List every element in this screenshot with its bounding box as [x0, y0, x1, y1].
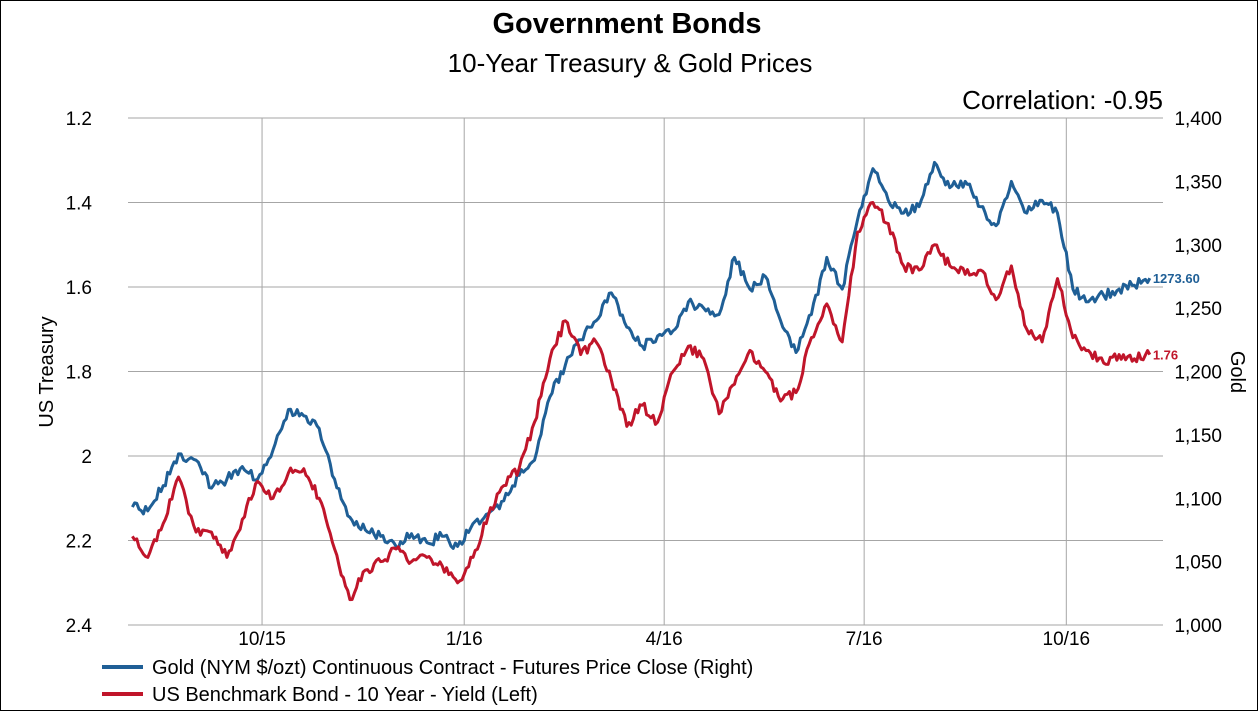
left-tick-label: 2.2 — [66, 532, 92, 553]
x-tick-label: 4/16 — [646, 629, 683, 650]
right-tick-label: 1,000 — [1174, 616, 1222, 637]
series-layer: 1273.60 1.76 — [131, 160, 1200, 602]
right-tick-label: 1,150 — [1174, 426, 1222, 447]
left-tick-label: 1.2 — [66, 109, 92, 130]
right-tick-label: 1,100 — [1174, 489, 1222, 510]
right-tick-label: 1,400 — [1174, 109, 1222, 130]
right-axis-ticks: 1,000 1,050 1,100 1,150 1,200 1,250 1,300 1,350… — [1174, 109, 1222, 637]
treasury-yield-line — [131, 201, 1152, 602]
left-tick-label: 1.6 — [66, 278, 92, 299]
gold-end-label: 1273.60 — [1153, 271, 1200, 286]
x-tick-label: 10/15 — [238, 629, 286, 650]
left-tick-label: 1.8 — [66, 363, 92, 384]
right-tick-label: 1,200 — [1174, 363, 1222, 384]
left-tick-label: 2 — [81, 447, 92, 468]
correlation-annotation: Correlation: -0.95 — [962, 85, 1163, 115]
right-axis-title: Gold — [1226, 351, 1248, 393]
x-tick-label: 1/16 — [446, 629, 483, 650]
legend: Gold (NYM $/ozt) Continuous Contract - F… — [102, 657, 753, 706]
right-tick-label: 1,300 — [1174, 236, 1222, 257]
legend-entry: US Benchmark Bond - 10 Year - Yield (Lef… — [152, 684, 538, 706]
right-tick-label: 1,050 — [1174, 553, 1222, 574]
left-axis-title: US Treasury — [36, 316, 58, 427]
gold-price-line — [131, 160, 1152, 550]
left-tick-label: 1.4 — [66, 194, 93, 215]
chart-subtitle: 10-Year Treasury & Gold Prices — [448, 48, 813, 78]
left-axis-ticks: 1.2 1.4 1.6 1.8 2 2.2 2.4 — [66, 109, 93, 637]
right-tick-label: 1,250 — [1174, 299, 1222, 320]
right-tick-label: 1,350 — [1174, 172, 1222, 193]
x-tick-label: 10/16 — [1043, 629, 1091, 650]
legend-entry: Gold (NYM $/ozt) Continuous Contract - F… — [152, 657, 753, 679]
x-axis-ticks: 10/15 1/16 4/16 7/16 10/16 — [238, 629, 1090, 650]
treasury-end-label: 1.76 — [1153, 348, 1178, 363]
x-tick-label: 7/16 — [846, 629, 883, 650]
left-tick-label: 2.4 — [66, 616, 93, 637]
chart-title: Government Bonds — [492, 8, 761, 40]
